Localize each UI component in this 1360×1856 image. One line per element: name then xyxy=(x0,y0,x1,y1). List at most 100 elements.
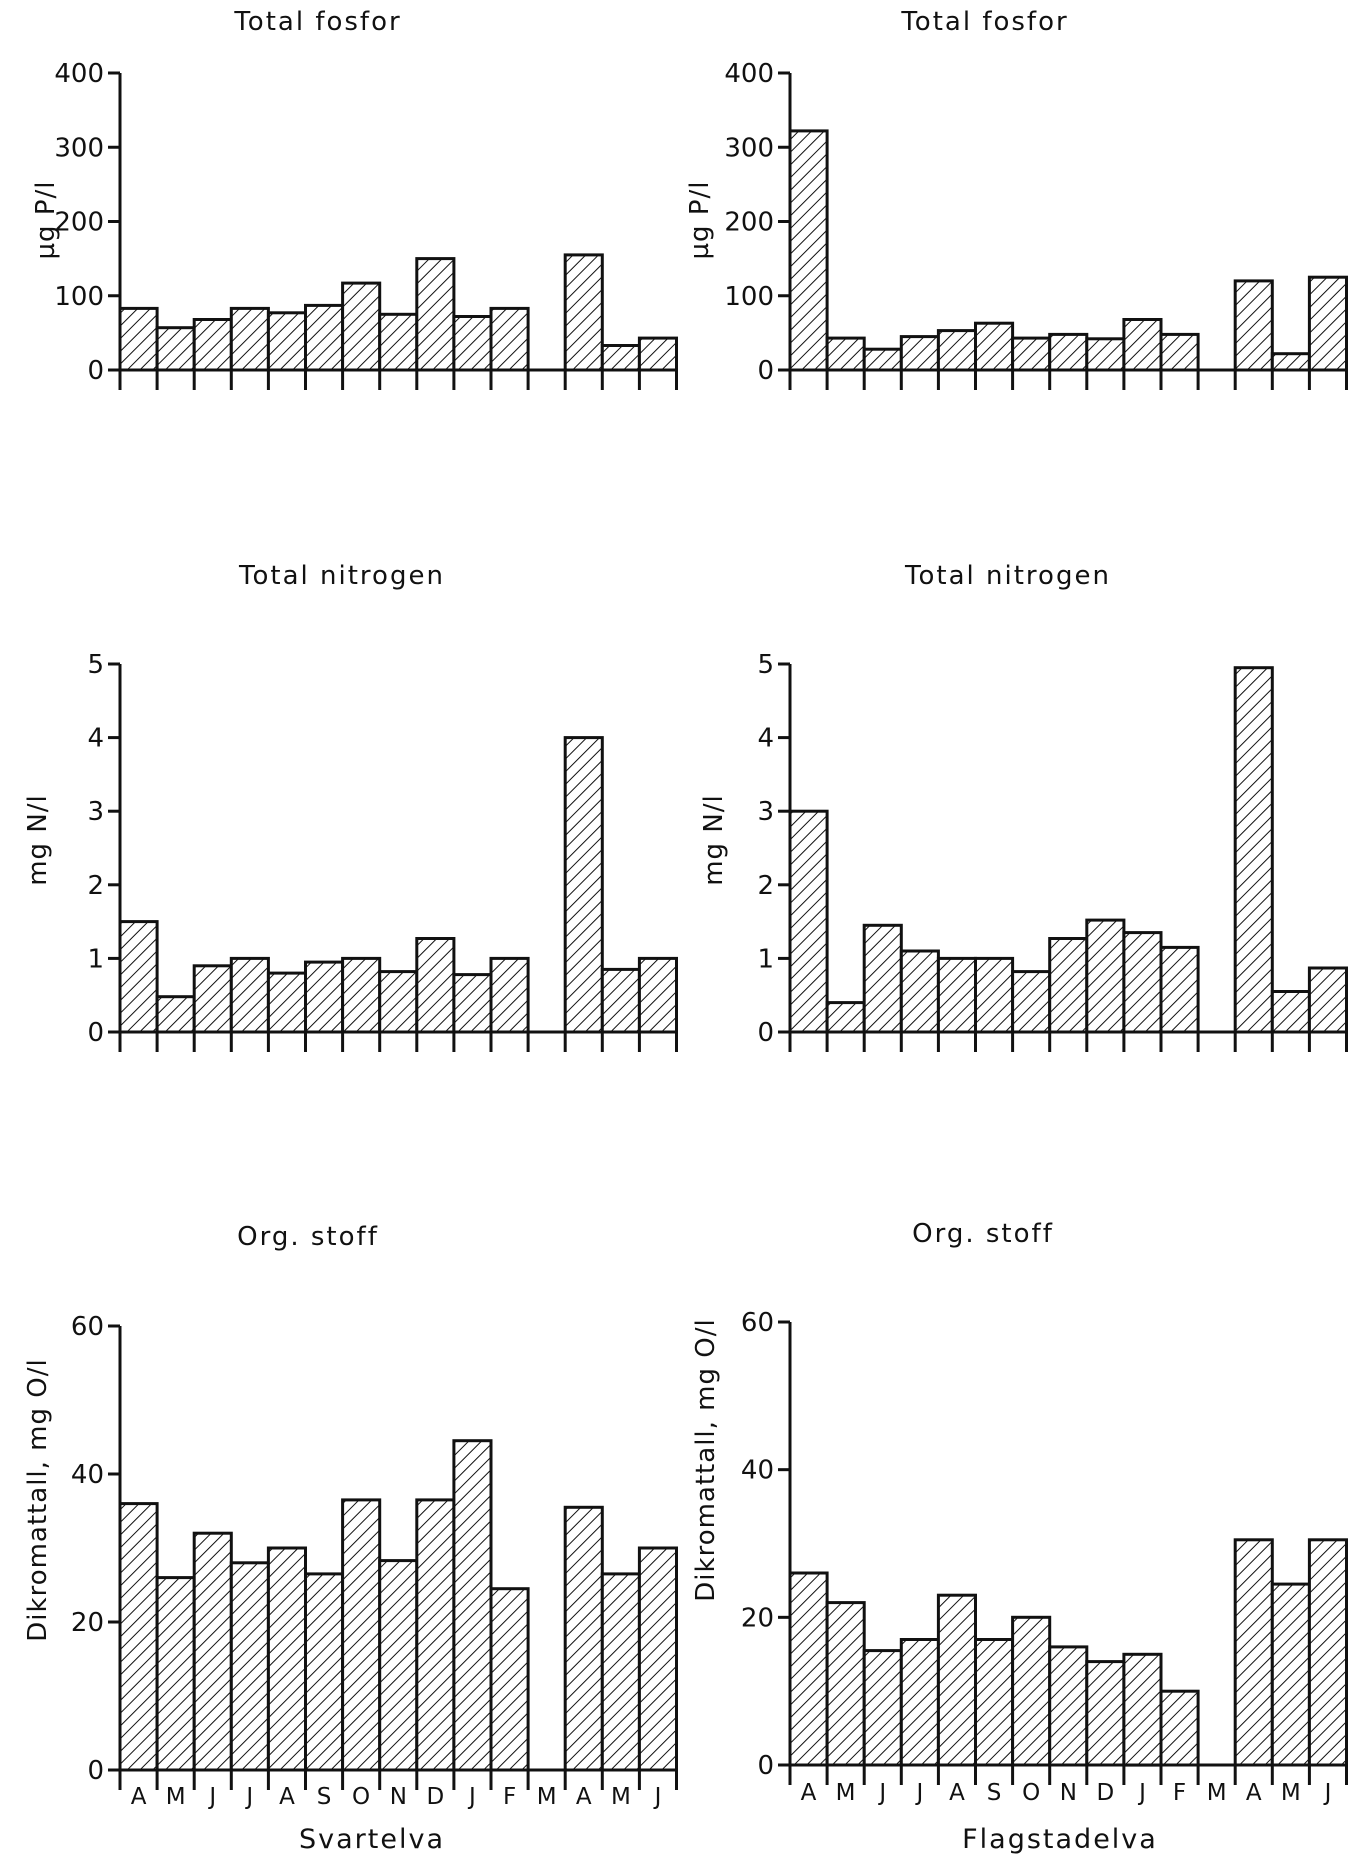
x-tick-label: A xyxy=(279,1784,295,1810)
y-tick-label: 0 xyxy=(87,1756,104,1786)
bar xyxy=(1048,1645,1089,1767)
bar xyxy=(825,1601,866,1767)
bar xyxy=(899,949,940,1034)
bar xyxy=(378,1559,419,1772)
x-tick-label: F xyxy=(503,1784,516,1810)
bar xyxy=(788,1571,829,1767)
bar xyxy=(600,967,641,1034)
bar xyxy=(788,809,829,1034)
y-tick-label: 1 xyxy=(757,944,774,974)
bar xyxy=(229,1561,270,1772)
bar xyxy=(1048,332,1089,372)
bar xyxy=(788,129,829,372)
bar xyxy=(489,306,530,372)
bar xyxy=(415,937,456,1034)
x-tick-label: M xyxy=(166,1784,186,1810)
bar xyxy=(862,1649,903,1767)
bar xyxy=(341,281,382,372)
bar xyxy=(266,1546,307,1772)
bar xyxy=(192,318,233,372)
bar xyxy=(1159,1689,1200,1767)
bar xyxy=(1085,918,1126,1034)
bar xyxy=(1122,1652,1163,1767)
bar xyxy=(266,311,307,372)
y-tick-label: 2 xyxy=(87,871,104,901)
bar xyxy=(936,1593,978,1767)
x-tick-label: M xyxy=(1207,1780,1227,1806)
bar xyxy=(415,257,456,372)
bar xyxy=(936,329,978,372)
x-tick-label: N xyxy=(390,1784,407,1810)
bar xyxy=(118,306,159,372)
bar xyxy=(825,1001,866,1034)
y-tick-label: 3 xyxy=(87,797,104,827)
x-tick-label: S xyxy=(317,1784,332,1810)
bar xyxy=(155,1576,196,1772)
y-tick-label: 200 xyxy=(724,208,774,238)
site-label: Svartelva xyxy=(299,1824,445,1855)
bar xyxy=(452,315,493,372)
y-tick-label: 400 xyxy=(724,59,774,89)
bar xyxy=(1159,332,1200,372)
bar xyxy=(563,253,604,372)
bar xyxy=(304,303,345,372)
bar xyxy=(1307,966,1349,1034)
x-tick-label: A xyxy=(576,1784,592,1810)
chart-svartelva-org-stoff: Org. stoff Dikromattall, mg O/l Svartelv… xyxy=(23,1222,679,1855)
bar xyxy=(563,736,604,1034)
x-tick-label: M xyxy=(537,1784,557,1810)
bar xyxy=(341,1498,382,1772)
y-axis-label: Dikromattall, mg O/l xyxy=(23,1358,53,1641)
y-tick-label: 3 xyxy=(757,797,774,827)
chart-flagstadelva-org-stoff: Org. stoff Dikromattall, mg O/l Flagstad… xyxy=(691,1219,1349,1855)
x-tick-label: D xyxy=(427,1784,445,1810)
y-tick-label: 4 xyxy=(757,724,774,754)
bar xyxy=(637,1546,679,1772)
y-tick-label: 5 xyxy=(757,650,774,680)
bar xyxy=(229,306,270,372)
bar xyxy=(862,923,903,1034)
bar xyxy=(862,347,903,372)
chart-title: Org. stoff xyxy=(912,1219,1054,1249)
y-axis-label: µg P/l xyxy=(685,181,715,260)
bar xyxy=(899,335,940,372)
bar xyxy=(118,1502,159,1772)
bar xyxy=(1085,1660,1126,1767)
y-tick-label: 1 xyxy=(87,944,104,974)
bar xyxy=(1307,275,1349,372)
y-tick-label: 300 xyxy=(54,133,104,163)
y-tick-label: 4 xyxy=(87,724,104,754)
bar xyxy=(1270,352,1311,372)
bar xyxy=(155,995,196,1034)
y-tick-label: 400 xyxy=(54,59,104,89)
bar xyxy=(452,1439,493,1772)
chart-title: Total nitrogen xyxy=(904,561,1111,591)
bar xyxy=(637,336,679,372)
x-tick-label: A xyxy=(801,1780,817,1806)
chart-svartelva-fosfor: Total fosfor µg P/l 0 100 200 300 400 xyxy=(31,7,679,390)
y-tick-label: 2 xyxy=(757,871,774,901)
bar xyxy=(637,956,679,1034)
y-tick-label: 0 xyxy=(757,356,774,386)
y-tick-label: 100 xyxy=(724,282,774,312)
x-tick-label: J xyxy=(653,1784,662,1810)
bar xyxy=(118,920,159,1034)
x-tick-label: J xyxy=(1323,1780,1332,1806)
bar xyxy=(563,1505,604,1772)
bar xyxy=(1159,945,1200,1034)
bar xyxy=(266,971,307,1034)
bar xyxy=(415,1498,456,1772)
bar xyxy=(1233,666,1274,1034)
bar xyxy=(452,973,493,1034)
chart-title: Total fosfor xyxy=(233,7,401,37)
y-axis-label: mg N/l xyxy=(699,794,729,886)
bar xyxy=(489,1587,530,1772)
y-tick-label: 20 xyxy=(741,1603,774,1633)
x-tick-label: M xyxy=(1281,1780,1301,1806)
bar xyxy=(1122,318,1163,372)
chart-title: Total fosfor xyxy=(900,7,1068,37)
y-tick-label: 60 xyxy=(741,1308,774,1338)
y-tick-label: 60 xyxy=(71,1312,104,1342)
